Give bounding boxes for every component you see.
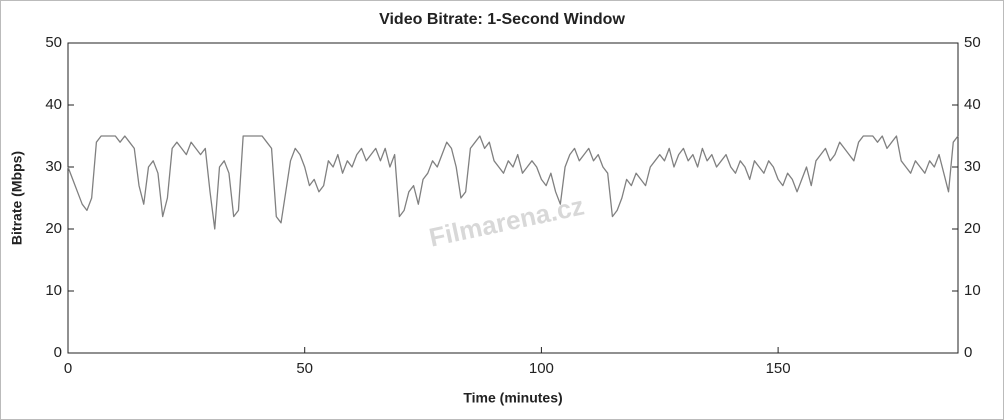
x-tick-label: 50 (296, 360, 313, 377)
y-tick-label: 40 (45, 96, 62, 113)
bitrate-line (67, 135, 959, 230)
y-tick-label: 50 (45, 34, 62, 51)
x-axis-label: Time (minutes) (463, 390, 562, 406)
y2-tick-label: 40 (964, 96, 981, 113)
y2-tick-label: 30 (964, 158, 981, 175)
y-tick-label: 20 (45, 220, 62, 237)
y-tick-label: 30 (45, 158, 62, 175)
chart-title: Video Bitrate: 1-Second Window (379, 11, 625, 28)
y2-tick-label: 20 (964, 220, 981, 237)
y-tick-label: 10 (45, 282, 62, 299)
x-tick-label: 0 (64, 360, 72, 377)
y-axis-label: Bitrate (Mbps) (9, 151, 25, 245)
y2-tick-label: 10 (964, 282, 981, 299)
y2-tick-label: 50 (964, 34, 981, 51)
plot-frame (67, 42, 959, 354)
x-tick-label: 150 (766, 360, 791, 377)
x-tick-label: 100 (529, 360, 554, 377)
y-tick-label: 0 (54, 344, 62, 361)
y2-tick-label: 0 (964, 344, 972, 361)
